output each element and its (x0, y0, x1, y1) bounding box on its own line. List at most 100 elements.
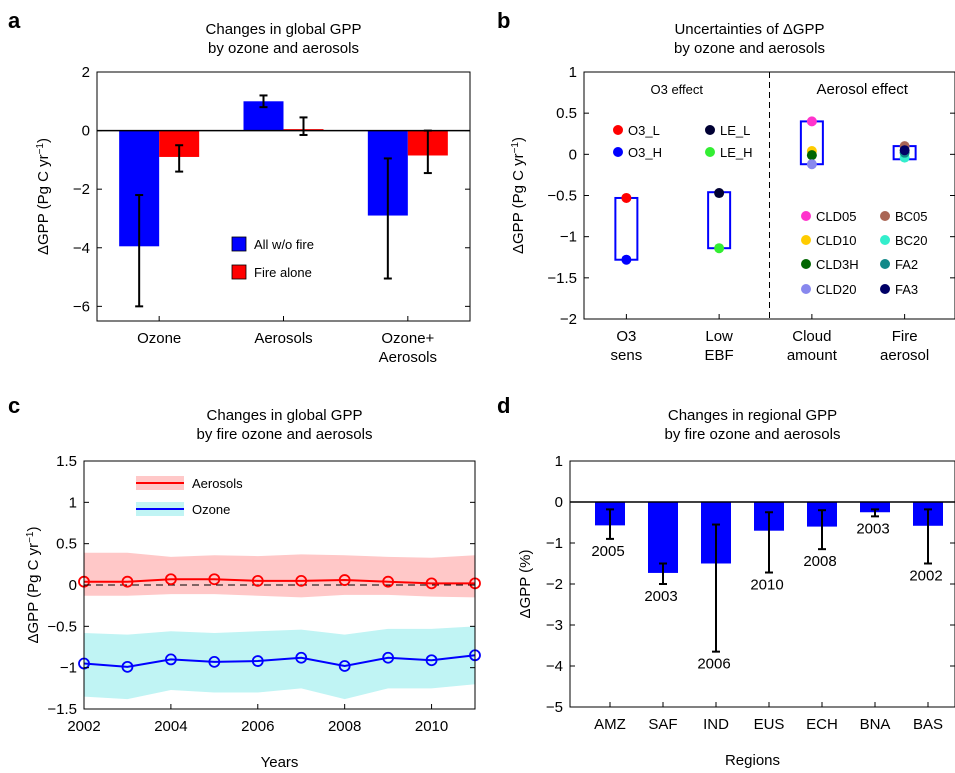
panel-d-year-annotation: 2010 (750, 577, 783, 594)
panel-b-legend-marker (705, 147, 715, 157)
panel-d-year-annotation: 2008 (803, 553, 836, 570)
panel-b-xtick-label: O3 (616, 328, 636, 345)
panel-c-title-line: by fire ozone and aerosols (197, 426, 373, 443)
panel-b-point (714, 188, 725, 199)
panel-b-legend-label: O3_H (628, 145, 662, 160)
panel-c-ytick-label: −1 (60, 660, 77, 677)
panel-a-ytick-label: 0 (82, 123, 90, 140)
panel-b-legend-label: O3_L (628, 123, 660, 138)
panel-a-legend-label: All w/o fire (254, 237, 314, 252)
panel-c-legend-label: Aerosols (192, 476, 243, 491)
panel-b-legend-marker (801, 284, 811, 294)
panel-d-xtick-label: SAF (648, 716, 677, 733)
panel-b-legend-marker (880, 235, 890, 245)
panel-b-ytick-label: −1.5 (547, 270, 577, 287)
panel-b-legend-marker (705, 125, 715, 135)
panel-b-range-box (614, 196, 639, 261)
panel-c-point (338, 574, 351, 586)
panel-d-bar (648, 502, 678, 573)
panel-c-legend-label: Ozone (192, 502, 230, 517)
panel-b-legend-label: FA3 (895, 282, 918, 297)
panel-label-b: b (497, 8, 510, 33)
panel-b-xtick-label: sens (611, 347, 643, 364)
panel-a-title-line: Changes in global GPP (206, 21, 362, 38)
panel-b-title-line: Uncertainties of ΔGPP (674, 21, 824, 38)
panel-c-uncertainty-band (84, 552, 475, 598)
panel-c-series-line (83, 654, 476, 668)
panel-label-a: a (8, 8, 21, 33)
panel-c-xtick-label: 2010 (415, 718, 448, 735)
panel-b-section-label: O3 effect (650, 82, 703, 97)
panel-b-legend-label: CLD20 (816, 282, 856, 297)
panel-label-c: c (8, 393, 20, 418)
panel-d-year-annotation: 2003 (856, 520, 889, 537)
panel-c-point (251, 655, 264, 667)
panel-b-title-line: by ozone and aerosols (674, 40, 825, 57)
panel-a-ytick-label: 2 (82, 64, 90, 81)
panel-b-point (806, 159, 817, 170)
panel-c-point (382, 575, 395, 588)
panel-c-point (295, 651, 308, 664)
panel-b-xtick-label: amount (787, 347, 838, 364)
panel-b-legend-label: LE_H (720, 145, 753, 160)
panel-b-ytick-label: 0.5 (556, 105, 577, 122)
panel-d-title-line: Changes in regional GPP (668, 407, 837, 424)
panel-c-chart: Changes in global GPP by fire ozone and a… (25, 407, 481, 771)
panel-b-legend-marker (613, 125, 623, 135)
panel-a-ytick-label: −6 (73, 298, 90, 315)
panel-c-ytick-label: 1 (69, 494, 77, 511)
panel-d-ytick-label: 0 (555, 494, 563, 511)
panel-b-point (806, 116, 817, 127)
panel-c-ylabel: ΔGPP (Pg C yr−1) (25, 526, 43, 643)
panel-a-legend-swatch (231, 236, 247, 252)
panel-c-ytick-label: 0.5 (56, 536, 77, 553)
panel-b-legend-marker (880, 259, 890, 269)
panel-b-section-label: Aerosol effect (817, 81, 909, 98)
panel-b-legend-label: BC20 (895, 233, 928, 248)
panel-c-point (382, 651, 395, 664)
panel-b-point (714, 243, 725, 254)
panel-d-ytick-label: 1 (555, 453, 563, 470)
panel-b-xtick-label: aerosol (880, 347, 929, 364)
panel-b-legend-label: BC05 (895, 209, 928, 224)
panel-c-xtick-label: 2002 (67, 718, 100, 735)
panel-a-ytick-label: −4 (73, 240, 90, 257)
panel-d-ylabel: ΔGPP (%) (517, 550, 534, 619)
panel-label-d: d (497, 393, 510, 418)
panel-b-legend-marker (801, 211, 811, 221)
panel-c-xtick-label: 2008 (328, 718, 361, 735)
panel-b-legend-label: LE_L (720, 123, 750, 138)
panel-b-ylabel: ΔGPP (Pg C yr−1) (510, 137, 528, 254)
panel-a-title-line: by ozone and aerosols (208, 40, 359, 57)
panel-d-year-annotation: 2002 (909, 568, 942, 585)
panel-c-point (425, 654, 438, 667)
panel-d-ytick-label: −1 (546, 535, 563, 552)
panel-b-legend-marker (880, 211, 890, 221)
panel-b-ytick-label: −2 (560, 311, 577, 328)
panel-b-legend-label: CLD05 (816, 209, 856, 224)
panel-c-ytick-label: 1.5 (56, 453, 77, 470)
panel-a-xtick-label: Ozone (137, 330, 181, 347)
panel-b-xtick-label: Low (705, 328, 733, 345)
panel-b-legend-label: CLD3H (816, 257, 859, 272)
panel-c-point (121, 660, 134, 673)
panel-a-legend-swatch (231, 264, 247, 280)
panel-c-ytick-label: −1.5 (47, 701, 77, 718)
panel-c-uncertainty-band (84, 626, 475, 700)
panel-a-legend-label: Fire alone (254, 265, 312, 280)
panel-a-chart: Changes in global GPP by ozone and aeroso… (35, 21, 471, 366)
panel-b-legend-marker (801, 235, 811, 245)
panel-d-year-annotation: 2006 (697, 656, 730, 673)
panel-b-legend-marker (613, 147, 623, 157)
panel-d-chart: Changes in regional GPP by fire ozone and… (517, 407, 955, 769)
panel-c-ytick-label: −0.5 (47, 618, 77, 635)
panel-c-point (208, 655, 221, 668)
panel-b-legend-marker (880, 284, 890, 294)
panel-a-xtick-label: Ozone+ (381, 330, 434, 347)
panel-c-point (425, 577, 438, 590)
panel-c-xtick-label: 2006 (241, 718, 274, 735)
panel-c-xtick-label: 2004 (154, 718, 187, 735)
panel-c-point (164, 653, 177, 666)
panel-c-xlabel: Years (261, 754, 299, 771)
